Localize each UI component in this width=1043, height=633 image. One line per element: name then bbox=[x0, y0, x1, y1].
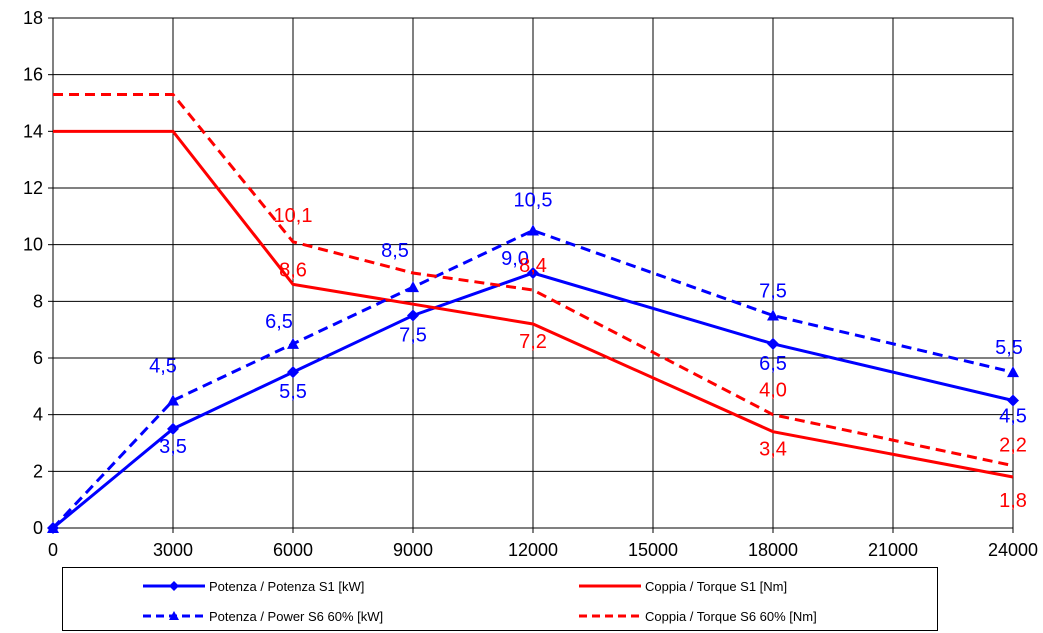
data-label: 10,5 bbox=[514, 190, 553, 212]
series-markers bbox=[47, 224, 1019, 534]
legend-label-power-s1: Potenza / Potenza S1 [kW] bbox=[209, 578, 365, 594]
data-label: 5,5 bbox=[279, 381, 307, 403]
x-tick-label: 9000 bbox=[393, 540, 433, 560]
data-label: 3,4 bbox=[759, 439, 787, 461]
point-marker bbox=[287, 337, 299, 349]
y-tick-label: 0 bbox=[33, 518, 43, 538]
legend-swatch-power-s1 bbox=[143, 581, 205, 591]
y-tick-label: 8 bbox=[33, 291, 43, 311]
point-marker bbox=[1007, 366, 1019, 378]
data-label: 5,5 bbox=[995, 337, 1023, 359]
data-label: 1,8 bbox=[999, 490, 1027, 512]
data-label: 4,5 bbox=[999, 406, 1027, 428]
legend: Potenza / Potenza S1 [kW] Coppia / Torqu… bbox=[62, 567, 938, 631]
y-tick-label: 18 bbox=[23, 8, 43, 28]
x-tick-label: 21000 bbox=[868, 540, 918, 560]
y-tick-label: 10 bbox=[23, 235, 43, 255]
data-label: 9,0 bbox=[501, 248, 529, 270]
legend-label-torque-s1: Coppia / Torque S1 [Nm] bbox=[645, 578, 788, 594]
point-marker bbox=[167, 422, 179, 435]
data-label: 2,2 bbox=[999, 435, 1027, 457]
y-tick-label: 16 bbox=[23, 65, 43, 85]
legend-item-power-s1: Potenza / Potenza S1 [kW] bbox=[143, 576, 364, 596]
data-label: 8,6 bbox=[279, 259, 307, 281]
data-label: 10,1 bbox=[274, 205, 313, 227]
legend-swatch-power-s6 bbox=[143, 611, 205, 620]
point-marker bbox=[167, 394, 179, 406]
point-marker bbox=[1007, 394, 1019, 407]
x-axis-ticks: 0 3000 6000 9000 12000 15000 18000 21000 24000 bbox=[48, 528, 1038, 560]
point-marker bbox=[47, 522, 59, 533]
series-line-1 bbox=[53, 129, 1014, 479]
data-label: 8,5 bbox=[381, 240, 409, 262]
data-label: 6,5 bbox=[759, 353, 787, 375]
y-tick-label: 12 bbox=[23, 178, 43, 198]
data-label: 7,2 bbox=[519, 331, 547, 353]
data-labels: 3,5 5,5 7,5 9,0 6,5 4,5 8,6 7,2 3,4 1,8 4,5 6,5 8,5 1… bbox=[149, 190, 1027, 513]
y-tick-label: 14 bbox=[23, 121, 43, 141]
x-tick-label: 3000 bbox=[153, 540, 193, 560]
point-marker bbox=[767, 337, 779, 350]
x-tick-label: 6000 bbox=[273, 540, 313, 560]
point-marker bbox=[407, 281, 419, 293]
data-label: 7,5 bbox=[759, 281, 787, 303]
legend-item-torque-s1: Coppia / Torque S1 [Nm] bbox=[579, 576, 787, 596]
x-tick-label: 18000 bbox=[748, 540, 798, 560]
x-tick-label: 24000 bbox=[988, 540, 1038, 560]
legend-item-torque-s6: Coppia / Torque S6 60% [Nm] bbox=[579, 606, 817, 626]
legend-label-power-s6: Potenza / Power S6 60% [kW] bbox=[209, 608, 384, 624]
y-tick-label: 2 bbox=[33, 461, 43, 481]
x-tick-label: 12000 bbox=[508, 540, 558, 560]
legend-item-power-s6: Potenza / Power S6 60% [kW] bbox=[143, 606, 383, 626]
point-marker bbox=[767, 309, 779, 321]
data-label: 7,5 bbox=[399, 325, 427, 347]
data-label: 4,5 bbox=[149, 356, 177, 378]
y-axis-ticks: 0 2 4 6 8 10 12 14 16 18 bbox=[23, 8, 53, 538]
x-tick-label: 15000 bbox=[628, 540, 678, 560]
point-marker bbox=[527, 224, 539, 236]
data-label: 4,0 bbox=[759, 380, 787, 402]
data-label: 8,4 bbox=[519, 255, 547, 277]
data-label: 3,5 bbox=[159, 436, 187, 458]
gridlines bbox=[53, 18, 1013, 528]
series-line-3 bbox=[53, 93, 1014, 468]
point-marker bbox=[287, 366, 299, 379]
legend-label-torque-s6: Coppia / Torque S6 60% [Nm] bbox=[645, 608, 817, 624]
point-marker bbox=[407, 309, 419, 322]
y-tick-label: 6 bbox=[33, 348, 43, 368]
legend-swatch-torque-s6 bbox=[579, 614, 641, 618]
legend-swatch-torque-s1 bbox=[579, 584, 641, 588]
data-label: 6,5 bbox=[265, 311, 293, 333]
point-marker bbox=[527, 267, 539, 279]
x-tick-label: 0 bbox=[48, 540, 58, 560]
y-tick-label: 4 bbox=[33, 405, 43, 425]
